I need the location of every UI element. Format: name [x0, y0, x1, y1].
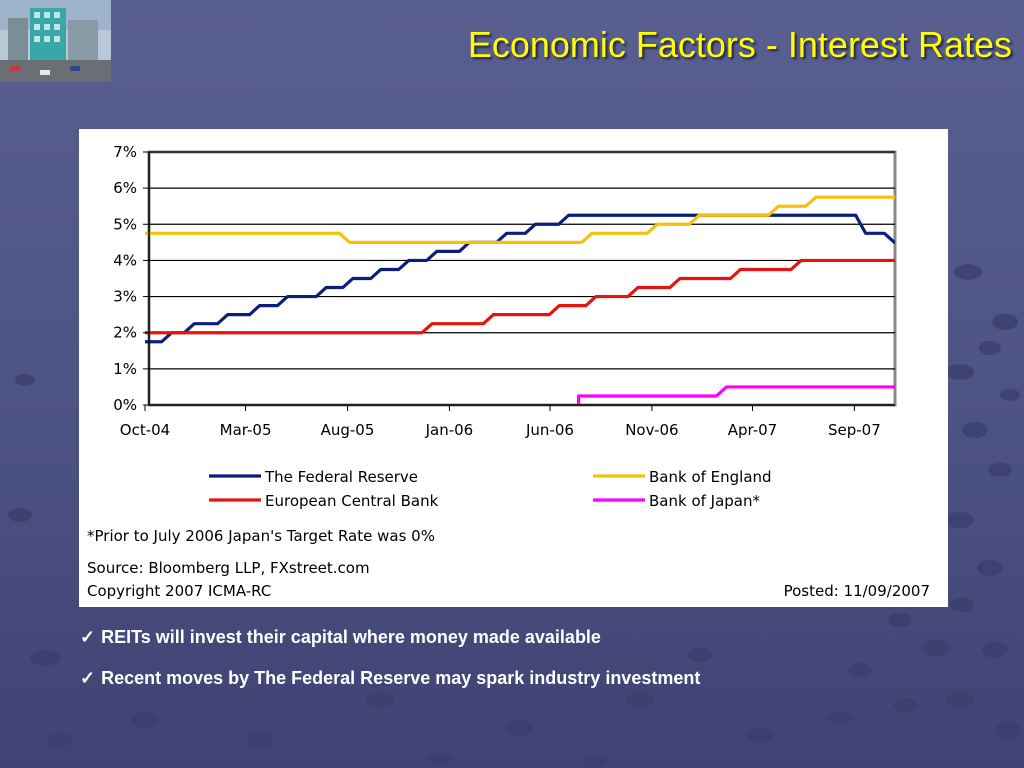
x-tick-label: Mar-05	[220, 421, 272, 439]
office-building-photo-icon	[0, 0, 111, 82]
bullet-list: ✓ REITs will invest their capital where m…	[80, 626, 700, 708]
bullet-text: REITs will invest their capital where mo…	[101, 627, 601, 647]
series-lines	[145, 195, 896, 405]
x-tick-label: Apr-07	[728, 421, 778, 439]
x-tick-label: Jun-06	[525, 421, 574, 439]
bullet-item: ✓ REITs will invest their capital where m…	[80, 626, 700, 667]
x-tick-label: Sep-07	[828, 421, 881, 439]
chart-copyright: Copyright 2007 ICMA-RC	[87, 582, 271, 600]
bullet-text: Recent moves by The Federal Reserve may …	[101, 668, 701, 688]
x-tick-label: Aug-05	[321, 421, 375, 439]
legend-label: Bank of England	[649, 468, 772, 486]
page-title: Economic Factors - Interest Rates	[467, 24, 1012, 65]
chart-footnote: *Prior to July 2006 Japan's Target Rate …	[87, 527, 435, 545]
y-tick-label: 3%	[113, 288, 137, 306]
legend-label: Bank of Japan*	[649, 492, 761, 510]
y-tick-label: 0%	[113, 396, 137, 414]
series-line	[577, 385, 895, 405]
legend: The Federal Reserve Bank of England Europe…	[209, 468, 772, 510]
x-tick-label: Oct-04	[120, 421, 170, 439]
chart-canvas: 0% 1% 2% 3% 4% 5% 6% 7% Oct-04 Mar-05 Aug-05 Jan-06…	[87, 143, 930, 600]
gridlines	[149, 151, 895, 370]
legend-label: European Central Bank	[265, 492, 439, 510]
series-line	[145, 258, 895, 335]
y-tick-label: 2%	[113, 324, 137, 342]
x-tick-label: Nov-06	[625, 421, 678, 439]
chart-posted-date: Posted: 11/09/2007	[784, 582, 930, 600]
interest-rate-chart: 0% 1% 2% 3% 4% 5% 6% 7% Oct-04 Mar-05 Aug-05 Jan-06…	[79, 129, 948, 607]
y-tick-label: 7%	[113, 143, 137, 161]
plot-area	[147, 150, 897, 407]
y-tick-label: 1%	[113, 360, 137, 378]
y-tick-label: 5%	[113, 215, 137, 233]
checkmark-icon: ✓	[80, 627, 96, 647]
y-tick-label: 6%	[113, 179, 137, 197]
legend-label: The Federal Reserve	[264, 468, 418, 486]
series-line	[145, 213, 896, 344]
bullet-item: ✓ Recent moves by The Federal Reserve may…	[80, 667, 700, 708]
checkmark-icon: ✓	[80, 668, 96, 688]
series-line	[145, 195, 895, 244]
chart-source: Source: Bloomberg LLP, FXstreet.com	[87, 559, 370, 577]
axes: 0% 1% 2% 3% 4% 5% 6% 7% Oct-04 Mar-05 Aug-05 Jan-06…	[113, 143, 895, 439]
y-tick-label: 4%	[113, 251, 137, 269]
x-tick-label: Jan-06	[425, 421, 474, 439]
